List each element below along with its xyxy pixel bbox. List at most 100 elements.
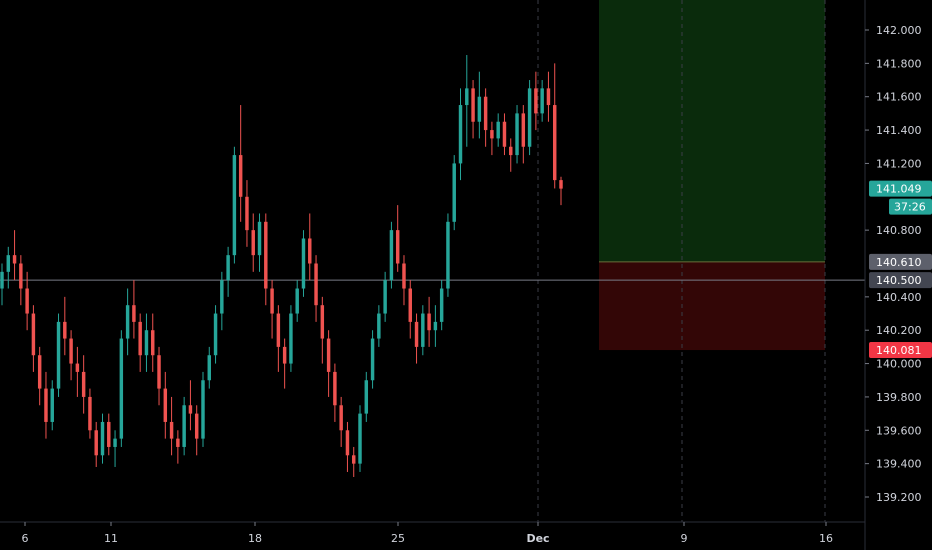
candle-body bbox=[452, 163, 456, 222]
candle bbox=[395, 205, 400, 272]
candle bbox=[546, 71, 551, 122]
price-tick-label: 141.800 bbox=[876, 57, 922, 70]
candle-body bbox=[257, 221, 262, 256]
time-tick-label: 16 bbox=[819, 532, 833, 545]
candle-body bbox=[132, 305, 136, 322]
price-tick-label: 141.200 bbox=[876, 157, 922, 170]
candle bbox=[188, 380, 193, 431]
candle-body bbox=[226, 255, 230, 281]
candle-body bbox=[169, 421, 174, 439]
candle bbox=[496, 113, 500, 147]
candle-body bbox=[483, 96, 488, 131]
candle bbox=[490, 121, 494, 156]
loss-zone bbox=[599, 261, 825, 351]
candle bbox=[182, 396, 186, 456]
candle-body bbox=[157, 355, 161, 389]
candle-body bbox=[188, 405, 193, 414]
candle bbox=[282, 338, 287, 389]
candle-body bbox=[540, 88, 544, 114]
candle bbox=[540, 80, 544, 122]
candle-body bbox=[295, 288, 299, 314]
candle bbox=[352, 446, 356, 477]
candle bbox=[320, 296, 325, 364]
candles bbox=[0, 55, 563, 477]
candle bbox=[226, 246, 230, 297]
candle bbox=[63, 296, 67, 356]
candle bbox=[251, 213, 255, 272]
candle bbox=[295, 280, 299, 322]
candle bbox=[527, 80, 532, 156]
candle-body bbox=[113, 438, 117, 447]
candle-body bbox=[289, 313, 293, 364]
candle bbox=[314, 255, 318, 322]
candle-body bbox=[383, 280, 387, 314]
candle bbox=[515, 105, 519, 164]
candle-body bbox=[0, 271, 4, 289]
crosshair-price-tag: 140.500 bbox=[869, 272, 932, 289]
candle-body bbox=[69, 338, 73, 364]
candle-body bbox=[314, 263, 318, 306]
candle bbox=[502, 113, 507, 156]
candle-body bbox=[282, 346, 287, 364]
candle-body bbox=[238, 155, 243, 197]
candle-body bbox=[465, 88, 469, 106]
candle bbox=[389, 221, 394, 289]
candle-body bbox=[119, 338, 124, 439]
candle-body bbox=[364, 380, 369, 414]
candle-body bbox=[414, 321, 419, 347]
candle bbox=[56, 313, 61, 397]
candle bbox=[194, 405, 199, 456]
countdown-tag-label: 37:26 bbox=[894, 201, 926, 214]
price-axis[interactable]: 142.000 141.800 141.600 141.400 141.200 140.8… bbox=[865, 24, 922, 504]
price-tags: 141.049 37:26 140.610 140.500 140.081 bbox=[869, 180, 932, 359]
price-tick-label: 139.400 bbox=[876, 458, 922, 471]
entry-price-tag-bg bbox=[869, 253, 932, 270]
candle-body bbox=[151, 330, 155, 356]
stop-price-tag: 140.081 bbox=[869, 342, 932, 359]
time-tick-label: 11 bbox=[104, 532, 118, 545]
candle bbox=[521, 105, 526, 164]
candle bbox=[345, 421, 350, 472]
candle-body bbox=[201, 380, 205, 439]
candle-body bbox=[50, 388, 54, 422]
candle-body bbox=[138, 321, 142, 356]
price-tick-label: 139.800 bbox=[876, 391, 922, 404]
candle-body bbox=[471, 88, 475, 122]
candle bbox=[333, 363, 337, 422]
candle bbox=[458, 88, 463, 181]
candle bbox=[69, 330, 73, 381]
candle bbox=[94, 421, 98, 467]
crosshair-price-tag-bg bbox=[869, 272, 932, 289]
candle-body bbox=[421, 313, 425, 347]
price-tick-label: 139.600 bbox=[876, 424, 922, 437]
candle bbox=[50, 380, 54, 431]
candle bbox=[132, 280, 136, 339]
candle bbox=[201, 371, 205, 447]
position-zones bbox=[599, 0, 825, 351]
crosshair-price-tag-label: 140.500 bbox=[876, 274, 922, 287]
candle bbox=[326, 330, 331, 397]
candle bbox=[12, 230, 17, 281]
candle bbox=[113, 430, 117, 467]
current-price-tag-label: 141.049 bbox=[876, 183, 922, 196]
time-axis[interactable]: 6 11 18 25 Dec 9 16 bbox=[22, 522, 834, 545]
candle-body bbox=[125, 305, 130, 339]
candle-body bbox=[389, 230, 394, 281]
candle-body bbox=[276, 313, 281, 347]
entry-price-tag-label: 140.610 bbox=[876, 256, 922, 269]
candle-body bbox=[63, 321, 67, 339]
price-tick-label: 140.000 bbox=[876, 358, 922, 371]
candle-body bbox=[345, 430, 350, 456]
price-tick-label: 139.200 bbox=[876, 491, 922, 504]
candle bbox=[509, 138, 513, 172]
candle-body bbox=[56, 321, 61, 389]
candle-body bbox=[521, 113, 526, 147]
candle bbox=[452, 155, 456, 231]
candle bbox=[559, 176, 563, 206]
price-tick-label: 141.400 bbox=[876, 124, 922, 137]
candle bbox=[6, 246, 11, 289]
stop-price-tag-bg bbox=[869, 342, 932, 359]
candle-body bbox=[220, 280, 224, 314]
candle bbox=[19, 255, 23, 306]
